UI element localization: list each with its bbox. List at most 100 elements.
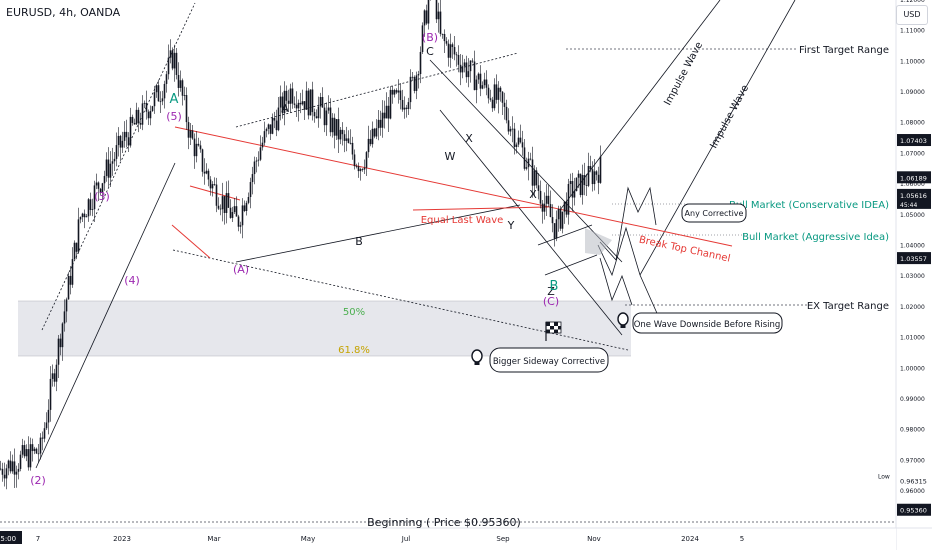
candle-body (367, 138, 370, 153)
candle-body (199, 145, 202, 150)
low-tag: Low (878, 473, 890, 480)
candle-body (143, 102, 146, 104)
candle-body (173, 52, 176, 69)
candle-body (543, 203, 546, 212)
candle-body (13, 461, 16, 475)
candle-body (545, 195, 548, 204)
candle-body (471, 60, 474, 62)
candle-body (125, 131, 128, 138)
candle-body (27, 449, 30, 468)
candle-body (359, 169, 362, 172)
one-wave-down-callout: One Wave Downside Before Rising (617, 312, 783, 334)
candle-body (583, 175, 586, 185)
candle-body (503, 102, 506, 107)
candle-body (331, 117, 334, 133)
candle-body (519, 137, 522, 143)
candle-body (145, 102, 148, 112)
candle-body (109, 163, 112, 178)
candle-body (567, 183, 570, 215)
candle-body (265, 128, 268, 132)
candle-body (573, 191, 576, 198)
wave-label-b-small: B (355, 235, 363, 248)
candle-body (253, 161, 256, 175)
candle-body (317, 106, 320, 119)
price-tick-label: 1.06000 (900, 181, 925, 188)
candle-body (273, 117, 276, 121)
candle-body (111, 161, 114, 164)
candle-body (553, 223, 556, 239)
price-axis[interactable] (896, 0, 932, 550)
price-tag-label: 0.96315 (900, 477, 927, 485)
candle-body (271, 117, 274, 134)
candle-body (255, 160, 258, 162)
currency-button[interactable]: USD (896, 5, 928, 25)
candle-body (285, 90, 288, 101)
candle-body (401, 99, 404, 110)
candle-body (453, 47, 456, 55)
candle-body (17, 468, 20, 472)
candle-body (141, 103, 144, 125)
candle-body (413, 76, 416, 91)
price-axis-ticks: 1.140001.130001.120001.110001.100001.090… (900, 0, 925, 495)
candle-body (447, 43, 450, 58)
symbol-title[interactable]: EURUSD, 4h, OANDA (6, 6, 121, 19)
candle-body (339, 129, 342, 140)
candle-body (5, 468, 8, 479)
candle-body (157, 85, 160, 102)
any-corrective-text: Any Corrective (685, 209, 744, 218)
candle-body (509, 128, 512, 132)
candle-body (499, 87, 502, 92)
candle-body (315, 116, 318, 119)
candle-body (483, 79, 486, 86)
candle-body (237, 216, 240, 227)
candle-body (181, 80, 184, 96)
candle-body (211, 184, 214, 189)
candle-body (497, 87, 500, 100)
candle-body (183, 95, 186, 96)
candle-body (193, 138, 196, 157)
wave-label-4: (4) (124, 274, 140, 287)
candle-body (575, 177, 578, 192)
candle-body (23, 445, 26, 457)
candle-body (39, 437, 42, 454)
price-tick-label: 1.10000 (900, 58, 925, 65)
candle-body (589, 165, 592, 170)
candle-body (53, 373, 56, 382)
candle-body (25, 449, 28, 457)
candle-body (513, 128, 516, 147)
candle-body (235, 206, 238, 217)
lightbulb-icon (617, 312, 629, 328)
wave-label-pb: (B) (422, 31, 438, 44)
price-tick-label: 1.05000 (900, 212, 925, 219)
candle-body (423, 10, 426, 26)
candle-body (557, 208, 560, 220)
candle-body (479, 73, 482, 89)
price-tick-label: 0.99000 (900, 396, 925, 403)
candle-body (73, 242, 76, 260)
candle-body (221, 196, 224, 210)
candle-body (291, 88, 294, 104)
candle-body (455, 54, 458, 56)
candle-body (219, 208, 222, 210)
candle-body (263, 131, 266, 143)
candle-body (379, 119, 382, 128)
candle-body (155, 85, 158, 93)
time-axis[interactable] (0, 528, 896, 550)
candle-body (75, 242, 78, 252)
beginning-label: Beginning ( Price $0.95360) (367, 516, 521, 529)
candle-body (1, 468, 4, 475)
wave-label-pa: (A) (233, 263, 249, 276)
candle-body (41, 437, 44, 439)
candle-body (261, 142, 264, 148)
candle-body (319, 97, 322, 107)
candle-body (517, 137, 520, 145)
price-tag-label: 1.05616 (900, 192, 927, 200)
candle-body (213, 184, 216, 185)
candle-body (51, 373, 54, 379)
candle-body (203, 171, 206, 174)
price-tick-label: 1.00000 (900, 365, 925, 372)
candle-body (535, 170, 538, 186)
candle-body (289, 88, 292, 104)
wave-label-x1: X (465, 132, 473, 145)
